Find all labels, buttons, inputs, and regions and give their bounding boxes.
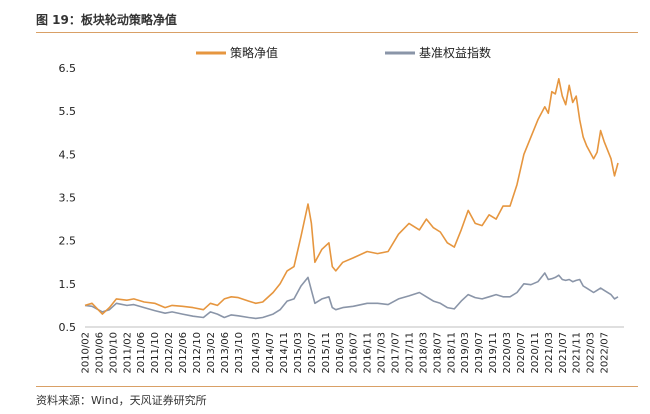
x-tick-label: 2011/10	[150, 332, 161, 374]
source-note: 资料来源：Wind，天风证券研究所	[36, 394, 207, 407]
x-tick-label: 2011/06	[136, 332, 147, 374]
x-tick-label: 2020/07	[516, 332, 527, 374]
x-tick-label: 2017/03	[377, 332, 388, 374]
x-tick-label: 2013/10	[234, 332, 245, 374]
y-tick-label: 3.5	[59, 192, 77, 205]
x-tick-label: 2019/07	[474, 332, 485, 374]
x-tick-label: 2018/07	[432, 332, 443, 374]
y-tick-label: 0.5	[59, 321, 77, 334]
series-line-strategy	[84, 78, 619, 315]
x-tick-label: 2013/02	[206, 332, 217, 374]
top-rule	[36, 32, 638, 33]
y-tick-label: 4.5	[59, 148, 77, 161]
x-tick-label: 2017/07	[391, 332, 402, 374]
y-axis: 0.5 1.5 2.5 3.5 4.5 5.5 6.5	[59, 62, 77, 334]
series-line-benchmark	[84, 272, 619, 320]
x-tick-label: 2021/07	[558, 332, 569, 374]
x-tick-label: 2015/11	[321, 332, 332, 374]
x-tick-label: 2021/03	[544, 332, 555, 374]
y-tick-label: 5.5	[59, 105, 77, 118]
x-tick-label: 2011/02	[122, 332, 133, 374]
legend-label: 策略净值	[230, 45, 278, 60]
series-group	[84, 78, 619, 320]
figure-title: 图 19：板块轮动策略净值	[36, 13, 177, 27]
x-tick-label: 2016/03	[335, 332, 346, 374]
x-tick-label: 2014/11	[279, 332, 290, 374]
x-tick-label: 2017/11	[404, 332, 415, 374]
x-tick-label: 2014/03	[251, 332, 262, 374]
x-tick-label: 2010/10	[108, 332, 119, 374]
legend: 策略净值 基准权益指数	[196, 45, 491, 60]
x-tick-label: 2021/11	[572, 332, 583, 374]
y-tick-label: 6.5	[59, 62, 77, 75]
x-tick-label: 2015/07	[307, 332, 318, 374]
y-tick-label: 1.5	[59, 278, 77, 291]
x-tick-label: 2019/11	[488, 332, 499, 374]
x-tick-label: 2016/11	[363, 332, 374, 374]
x-axis: 2010/02 2010/06 2010/10 2011/02 2011/06 2011/…	[81, 326, 624, 374]
x-tick-label: 2022/07	[600, 332, 611, 374]
x-tick-label: 2018/03	[418, 332, 429, 374]
x-tick-label: 2010/02	[81, 332, 92, 374]
x-tick-label: 2018/11	[446, 332, 457, 374]
x-tick-label: 2010/06	[94, 332, 105, 374]
x-tick-label: 2012/02	[164, 332, 175, 374]
x-tick-label: 2012/10	[192, 332, 203, 374]
x-tick-label: 2013/06	[220, 332, 231, 374]
x-tick-label: 2016/07	[349, 332, 360, 374]
x-tick-label: 2015/03	[293, 332, 304, 374]
y-tick-label: 2.5	[59, 235, 77, 248]
legend-label: 基准权益指数	[419, 45, 491, 60]
bottom-rule	[36, 386, 638, 387]
x-tick-label: 2020/11	[530, 332, 541, 374]
x-tick-label: 2012/06	[178, 332, 189, 374]
x-tick-label: 2014/07	[265, 332, 276, 374]
x-tick-label: 2020/03	[502, 332, 513, 374]
x-tick-label: 2022/03	[586, 332, 597, 374]
x-tick-label: 2019/03	[460, 332, 471, 374]
